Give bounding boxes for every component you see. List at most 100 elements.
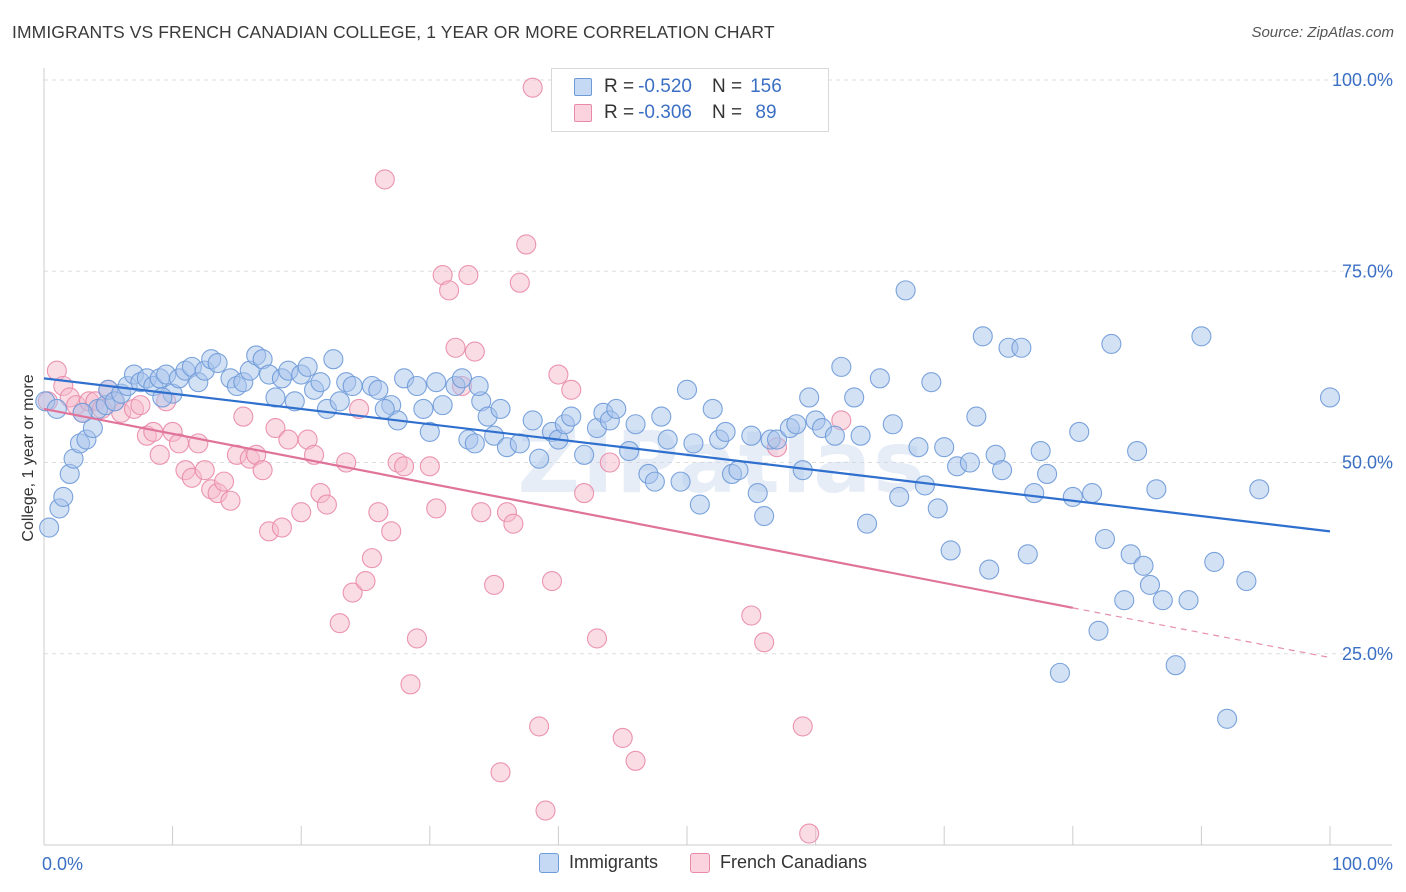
data-point bbox=[934, 437, 955, 458]
data-point bbox=[400, 674, 421, 695]
data-point bbox=[413, 398, 434, 420]
data-point bbox=[625, 750, 646, 771]
data-point bbox=[1037, 463, 1058, 485]
data-point bbox=[799, 823, 820, 844]
data-point bbox=[1011, 337, 1032, 358]
data-point bbox=[323, 349, 344, 370]
data-point bbox=[715, 421, 736, 442]
data-point bbox=[561, 379, 582, 400]
data-point bbox=[432, 395, 453, 416]
data-point bbox=[625, 414, 646, 435]
data-point bbox=[1049, 662, 1070, 683]
y-tick-label: 75.0% bbox=[1342, 261, 1393, 281]
data-point bbox=[586, 628, 608, 649]
data-point bbox=[940, 540, 961, 561]
data-point bbox=[831, 356, 852, 377]
data-point bbox=[374, 169, 395, 190]
data-point bbox=[869, 368, 890, 389]
data-point bbox=[1139, 574, 1161, 595]
data-point bbox=[406, 628, 427, 649]
data-point bbox=[1236, 571, 1257, 592]
trend-lines bbox=[43, 377, 1331, 659]
y-tick-label: 50.0% bbox=[1342, 453, 1393, 473]
data-point bbox=[1101, 333, 1122, 354]
data-point bbox=[927, 498, 948, 519]
data-point bbox=[754, 505, 775, 527]
axes bbox=[43, 68, 1392, 846]
data-point bbox=[606, 398, 627, 420]
legend-swatch-immigrants bbox=[538, 852, 559, 873]
data-point bbox=[342, 375, 363, 397]
data-point bbox=[1249, 479, 1270, 500]
data-point bbox=[1204, 551, 1225, 573]
data-point bbox=[342, 582, 363, 603]
data-point bbox=[561, 406, 582, 427]
data-point bbox=[889, 486, 910, 507]
x-tick-label: 100.0% bbox=[1332, 854, 1393, 874]
legend-swatch-immigrants bbox=[574, 78, 592, 96]
data-point bbox=[979, 559, 1000, 580]
immigrants-points bbox=[35, 280, 1341, 729]
legend-n-label: N = bbox=[711, 102, 743, 123]
data-point bbox=[522, 410, 543, 431]
data-point bbox=[529, 448, 550, 469]
data-point bbox=[1114, 590, 1135, 611]
data-point bbox=[284, 391, 305, 412]
trend-line-immigrants bbox=[43, 377, 1331, 533]
data-point bbox=[426, 498, 447, 519]
data-point bbox=[914, 475, 935, 496]
data-point bbox=[368, 502, 389, 523]
data-point bbox=[355, 571, 376, 592]
data-point bbox=[644, 471, 665, 492]
data-point bbox=[1120, 544, 1141, 565]
data-point bbox=[522, 77, 543, 98]
data-point bbox=[1069, 421, 1090, 442]
legend-label-french-canadians: French Canadians bbox=[719, 852, 868, 872]
trend-line-french-canadians-extension bbox=[1072, 607, 1331, 659]
data-point bbox=[689, 494, 710, 515]
data-point bbox=[799, 387, 820, 408]
data-point bbox=[895, 280, 916, 301]
legend-swatch-french-canadians bbox=[574, 104, 592, 122]
data-point bbox=[503, 513, 524, 534]
data-point bbox=[368, 379, 389, 400]
data-point bbox=[46, 398, 67, 420]
data-point bbox=[1082, 483, 1103, 504]
data-point bbox=[361, 548, 382, 569]
legend-item-french-canadians: French Canadians bbox=[689, 852, 868, 873]
data-point bbox=[419, 421, 440, 442]
data-point bbox=[329, 613, 350, 634]
data-point bbox=[599, 452, 620, 473]
legend-swatch-french-canadians bbox=[689, 852, 710, 873]
data-point bbox=[451, 368, 473, 389]
data-point bbox=[130, 395, 151, 416]
data-point bbox=[824, 425, 845, 446]
data-point bbox=[1146, 479, 1167, 500]
data-point bbox=[1178, 590, 1199, 611]
chart-title: IMMIGRANTS VS FRENCH CANADIAN COLLEGE, 1… bbox=[12, 22, 775, 42]
data-point bbox=[1017, 544, 1038, 565]
data-point bbox=[574, 444, 595, 465]
data-point bbox=[349, 398, 370, 420]
tick-labels: 25.0% 50.0% 75.0% 100.0% 0.0% 100.0% bbox=[42, 70, 1393, 874]
data-point bbox=[651, 406, 672, 427]
data-point bbox=[535, 800, 556, 821]
data-point bbox=[194, 460, 215, 481]
series-legend: Immigrants French Canadians bbox=[0, 852, 1406, 873]
data-point bbox=[220, 490, 241, 511]
data-point bbox=[1127, 440, 1148, 462]
legend-r-label: R = bbox=[604, 102, 635, 123]
data-point bbox=[548, 364, 569, 385]
data-point bbox=[1062, 486, 1083, 507]
data-point bbox=[329, 391, 350, 412]
data-point bbox=[850, 425, 871, 446]
data-point bbox=[490, 762, 511, 783]
data-point bbox=[297, 356, 318, 377]
legend-row-french-canadians: R = -0.306 N = 89 bbox=[574, 101, 777, 125]
data-point bbox=[529, 716, 550, 737]
data-point bbox=[265, 418, 286, 439]
data-point bbox=[278, 429, 299, 450]
data-point bbox=[1319, 387, 1341, 408]
data-point bbox=[574, 483, 595, 504]
data-point bbox=[464, 433, 485, 454]
